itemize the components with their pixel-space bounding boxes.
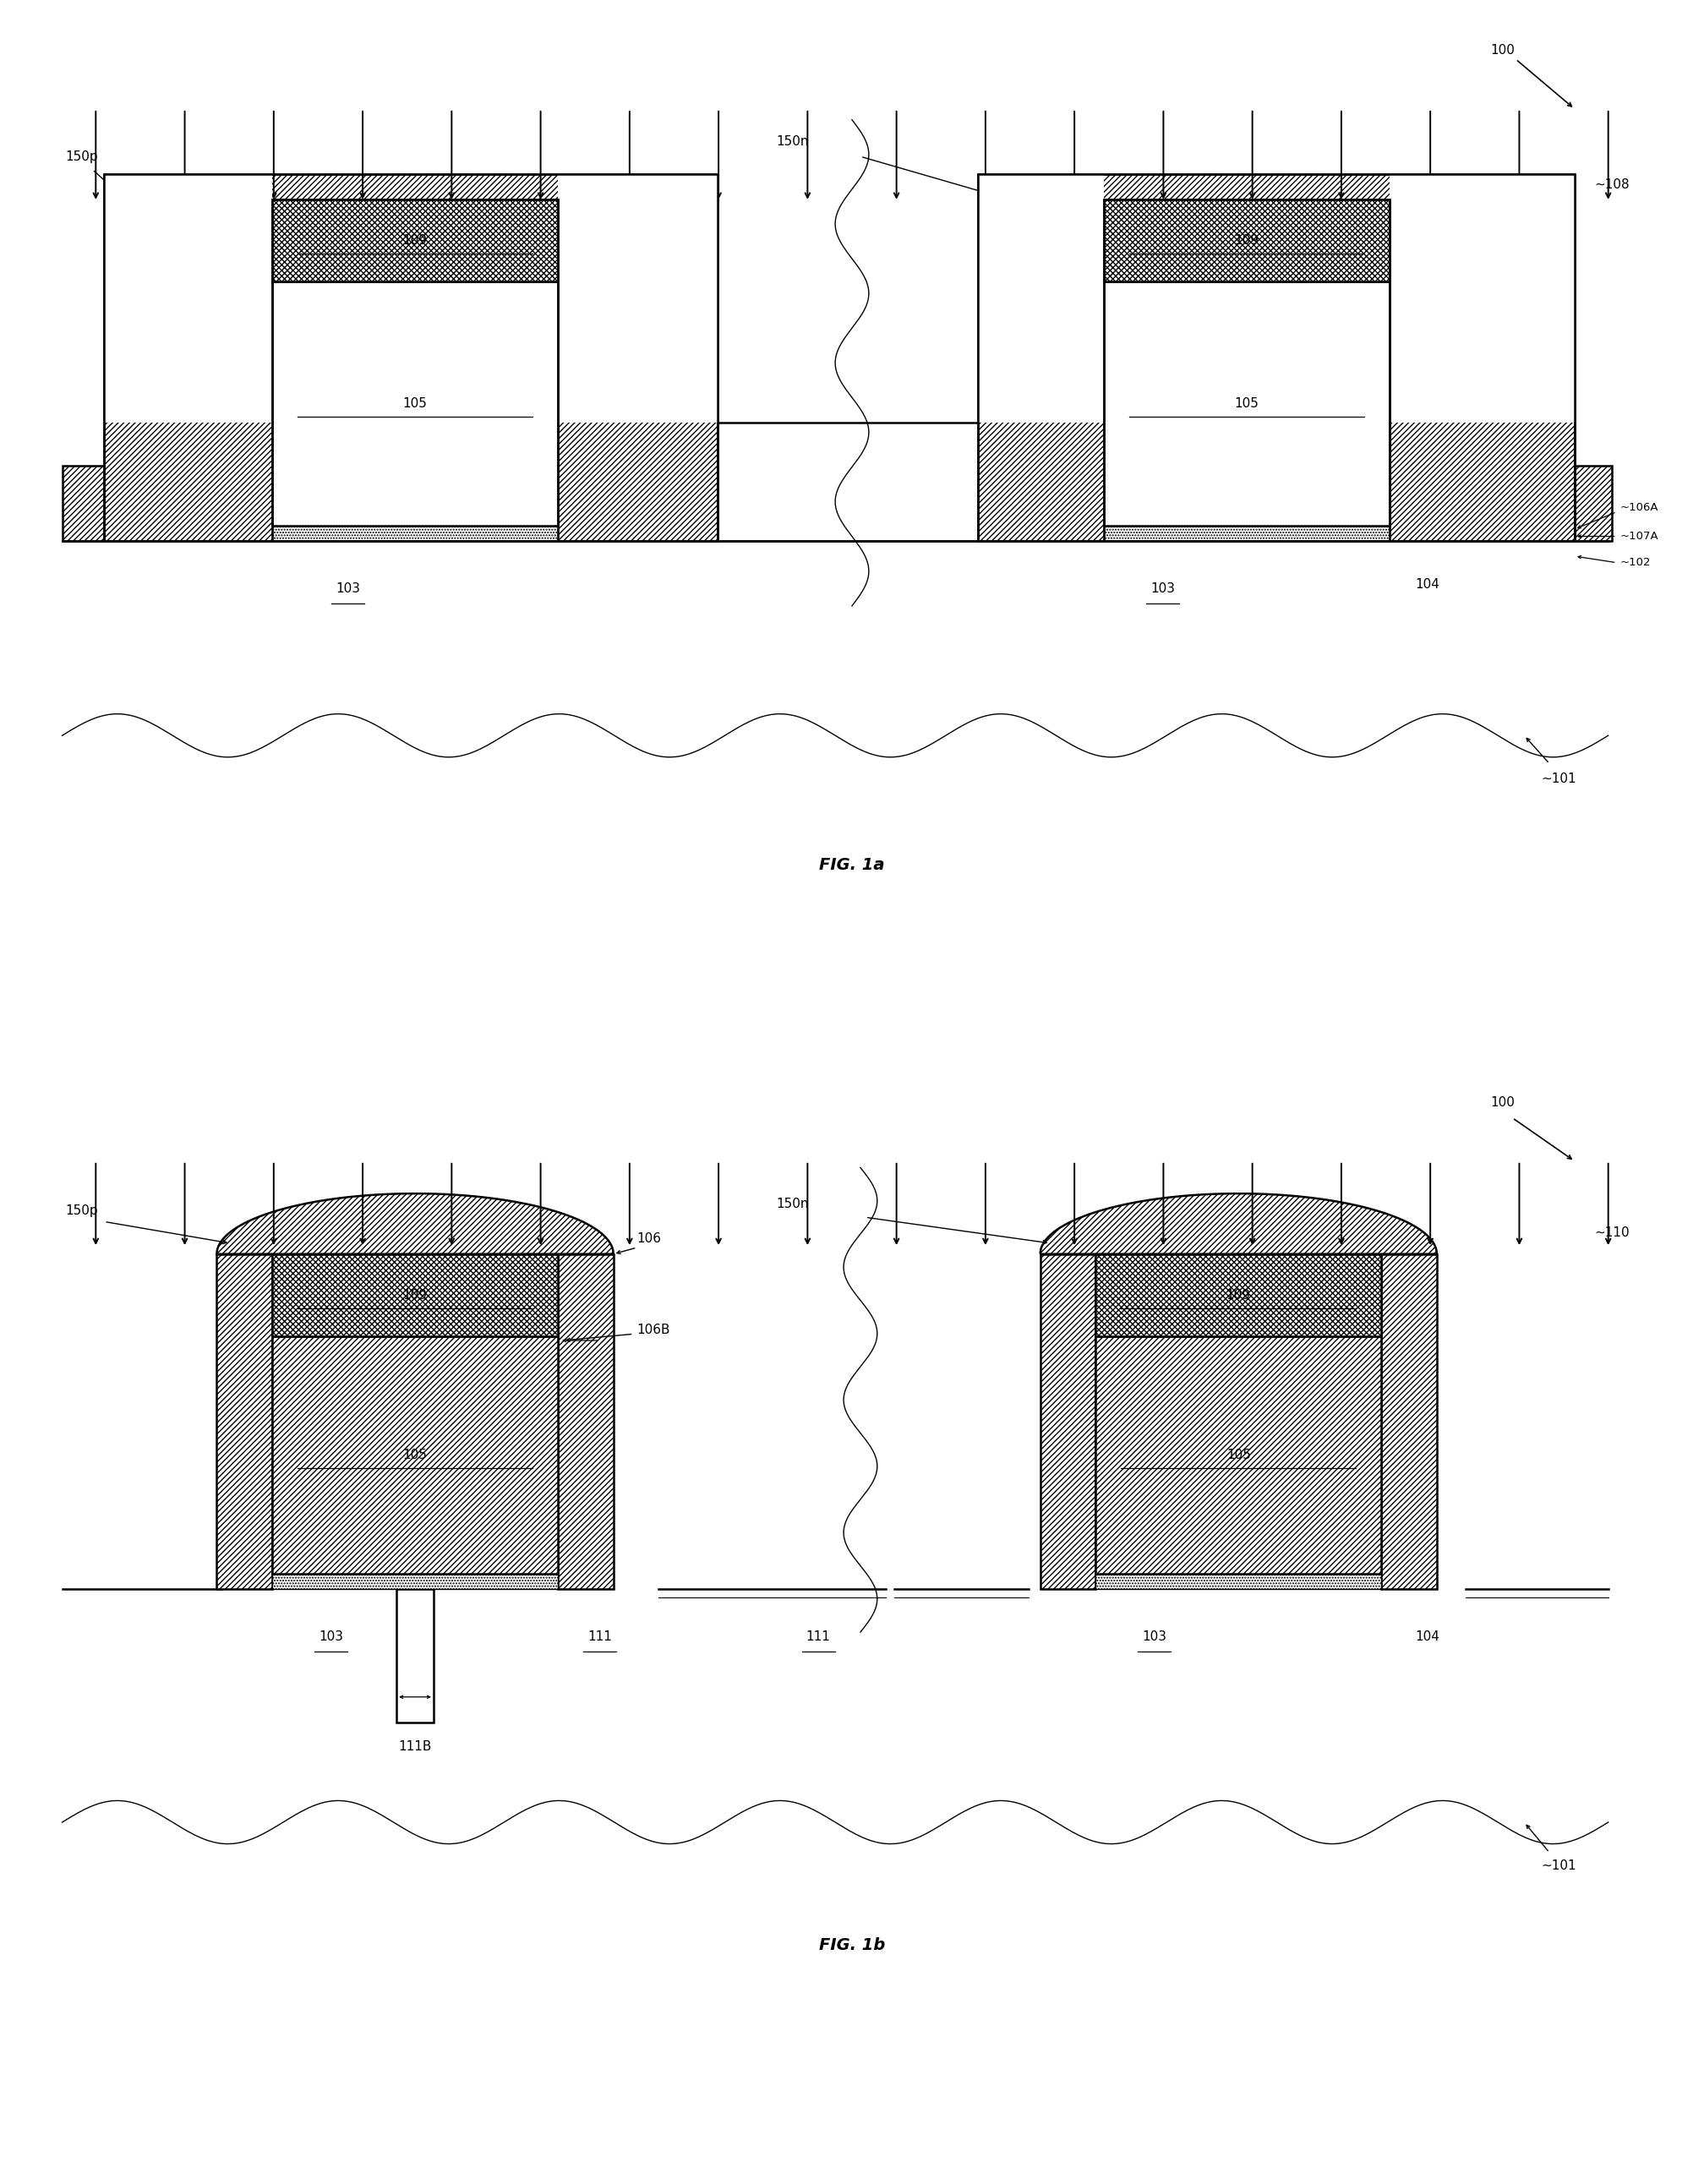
Text: 104: 104 — [1414, 579, 1440, 590]
Text: 105: 105 — [1227, 1448, 1251, 1461]
Bar — [557, 175, 717, 422]
Bar — [273, 1254, 557, 1337]
Text: 109: 109 — [1235, 234, 1259, 247]
Bar — [104, 175, 717, 542]
Bar — [1390, 175, 1574, 422]
Text: 111B: 111B — [399, 1741, 431, 1754]
Text: 103: 103 — [1150, 583, 1176, 594]
Bar — [978, 175, 1574, 542]
Text: 105: 105 — [1235, 397, 1259, 411]
Text: 109: 109 — [402, 234, 428, 247]
Text: 100: 100 — [1491, 1096, 1515, 1109]
Text: 106: 106 — [637, 1232, 661, 1245]
Bar — [1096, 1575, 1382, 1590]
Text: 150p: 150p — [65, 151, 99, 164]
Polygon shape — [1039, 1254, 1096, 1590]
Bar — [1104, 282, 1390, 526]
Text: ~102: ~102 — [1621, 557, 1651, 568]
Text: 105: 105 — [402, 1448, 428, 1461]
Bar — [273, 526, 557, 542]
Text: 150n: 150n — [777, 135, 809, 149]
Bar — [1096, 1337, 1382, 1575]
Bar — [1574, 465, 1612, 542]
Text: 103: 103 — [1142, 1629, 1167, 1642]
Bar — [273, 199, 557, 542]
Text: 109: 109 — [402, 1289, 428, 1302]
Bar — [1104, 199, 1390, 542]
Polygon shape — [216, 1192, 613, 1254]
Bar — [104, 175, 273, 422]
Text: ~107A: ~107A — [1621, 531, 1658, 542]
Polygon shape — [216, 1254, 273, 1590]
Bar — [1096, 1254, 1382, 1337]
Text: 104: 104 — [1414, 1629, 1440, 1642]
Text: 105: 105 — [402, 397, 428, 411]
Text: 109: 109 — [1227, 1289, 1251, 1302]
Text: 111: 111 — [806, 1629, 830, 1642]
Bar — [273, 282, 557, 526]
Text: 111: 111 — [588, 1629, 612, 1642]
Bar — [104, 175, 717, 542]
Text: 106B: 106B — [637, 1324, 670, 1337]
Text: ~101: ~101 — [1540, 1859, 1576, 1872]
Bar — [273, 1575, 557, 1590]
Polygon shape — [1039, 1192, 1436, 1254]
Text: ~110: ~110 — [1595, 1225, 1631, 1238]
Bar — [1104, 526, 1390, 542]
Text: 103: 103 — [319, 1629, 343, 1642]
Text: 100: 100 — [1491, 44, 1515, 57]
Bar — [273, 199, 557, 282]
Text: 103: 103 — [336, 583, 360, 594]
Text: 150n: 150n — [777, 1199, 809, 1210]
Text: FIG. 1a: FIG. 1a — [820, 856, 884, 874]
Bar — [273, 1337, 557, 1575]
Text: FIG. 1b: FIG. 1b — [820, 1937, 884, 1952]
Text: ~108: ~108 — [1595, 179, 1631, 190]
Text: 150p: 150p — [65, 1206, 99, 1216]
Text: ~101: ~101 — [1540, 773, 1576, 784]
Bar — [978, 175, 1574, 542]
Polygon shape — [1382, 1254, 1436, 1590]
Bar — [978, 175, 1104, 422]
Text: ~106A: ~106A — [1621, 502, 1658, 513]
Bar — [1104, 199, 1390, 282]
Bar — [61, 465, 104, 542]
Bar — [397, 1590, 433, 1723]
Polygon shape — [557, 1254, 613, 1590]
